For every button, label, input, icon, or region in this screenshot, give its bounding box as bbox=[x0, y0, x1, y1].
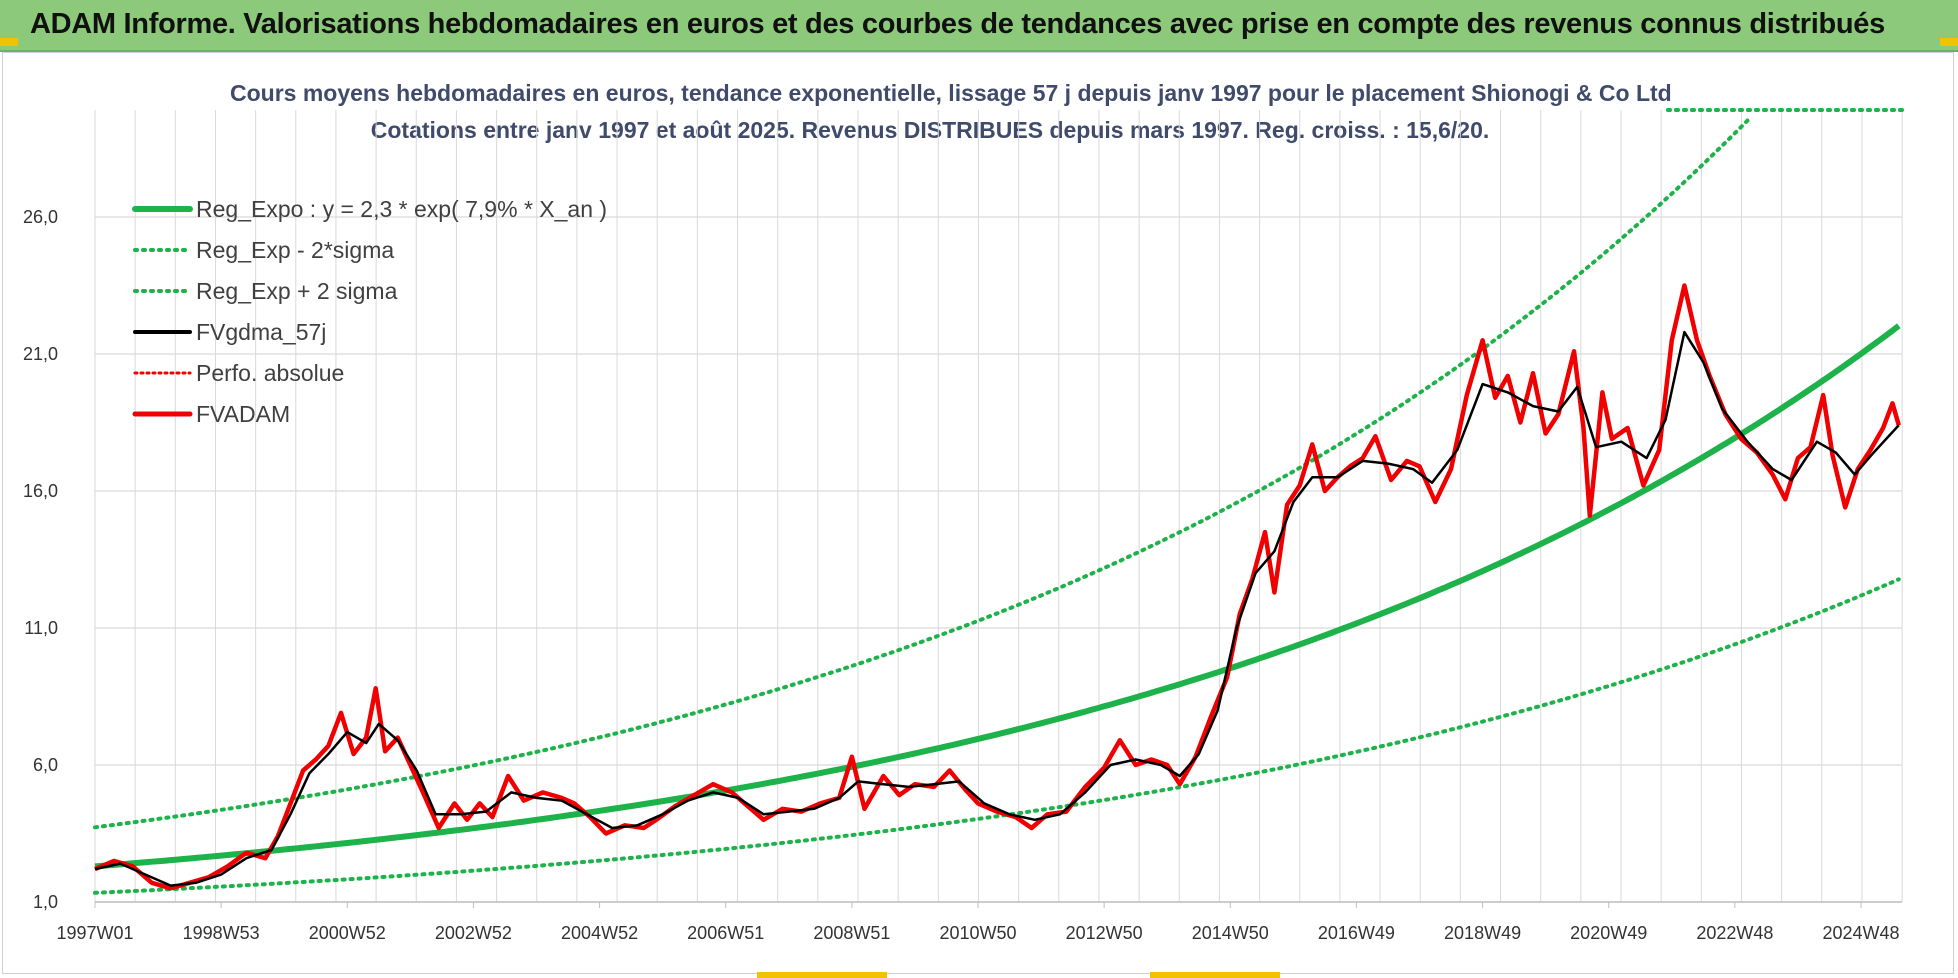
series-fvgdma-line bbox=[94, 330, 1900, 887]
legend-label: FVADAM bbox=[196, 401, 290, 427]
x-tick-label: 2016W49 bbox=[1318, 923, 1395, 943]
x-tick-label: 2006W51 bbox=[687, 923, 764, 943]
legend-label: Reg_Expo : y = 2,3 * exp( 7,9% * X_an ) bbox=[196, 196, 607, 222]
chart-title-line2: Cotations entre janv 1997 et août 2025. … bbox=[370, 117, 1490, 143]
y-tick-label: 6,0 bbox=[33, 755, 58, 775]
legend-label: Reg_Exp - 2*sigma bbox=[196, 237, 394, 263]
chart-frame bbox=[2, 52, 1954, 974]
series-fvadam-line bbox=[94, 283, 1901, 891]
chart-title-line1: Cours moyens hebdomadaires en euros, ten… bbox=[230, 80, 1672, 106]
report-title: ADAM Informe. Valorisations hebdomadaire… bbox=[30, 8, 1885, 40]
corner-accent bbox=[0, 38, 18, 46]
legend-label: Reg_Exp + 2 sigma bbox=[196, 278, 398, 304]
trend-main-line bbox=[94, 323, 1901, 870]
x-tick-label: 2024W48 bbox=[1822, 923, 1899, 943]
x-tick-label: 1998W53 bbox=[183, 923, 260, 943]
bottom-accent bbox=[1150, 972, 1280, 978]
y-tick-label: 11,0 bbox=[24, 618, 58, 638]
y-tick-label: 21,0 bbox=[23, 344, 58, 364]
x-tick-label: 2002W52 bbox=[435, 923, 512, 943]
x-tick-label: 2020W49 bbox=[1570, 923, 1647, 943]
y-tick-label: 26,0 bbox=[23, 207, 58, 227]
legend-label: FVgdma_57j bbox=[196, 319, 326, 345]
x-tick-label: 1997W01 bbox=[56, 923, 133, 943]
x-tick-label: 2000W52 bbox=[309, 923, 386, 943]
x-tick-label: 2014W50 bbox=[1192, 923, 1269, 943]
trend-upper-line bbox=[93, 118, 1750, 830]
header-band bbox=[0, 0, 1958, 52]
x-tick-label: 2012W50 bbox=[1066, 923, 1143, 943]
x-tick-label: 2022W48 bbox=[1696, 923, 1773, 943]
bottom-accent bbox=[757, 972, 887, 978]
corner-accent bbox=[1940, 38, 1958, 46]
x-tick-label: 2008W51 bbox=[813, 923, 890, 943]
x-tick-label: 2004W52 bbox=[561, 923, 638, 943]
x-tick-label: 2018W49 bbox=[1444, 923, 1521, 943]
x-tick-label: 2010W50 bbox=[939, 923, 1016, 943]
legend-label: Perfo. absolue bbox=[196, 360, 344, 386]
y-tick-label: 1,0 bbox=[33, 892, 58, 912]
y-tick-label: 16,0 bbox=[23, 481, 58, 501]
trend-lower-line bbox=[93, 577, 1901, 895]
